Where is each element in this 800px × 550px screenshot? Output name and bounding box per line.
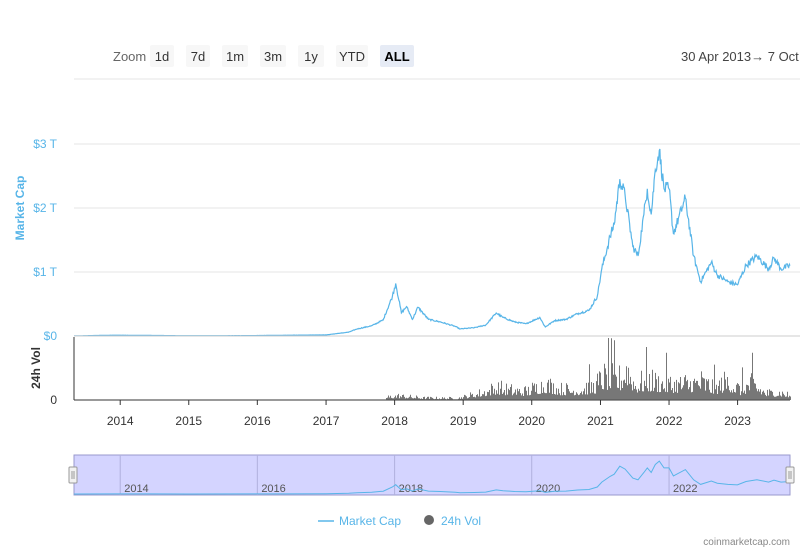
x-tick-label: 2017 — [313, 414, 340, 428]
navigator-tick-label: 2016 — [261, 483, 285, 495]
x-tick-label: 2016 — [244, 414, 271, 428]
zoom-button-label: 1y — [304, 49, 318, 64]
zoom-button-1m[interactable]: 1m — [222, 45, 248, 67]
x-tick-label: 2023 — [724, 414, 751, 428]
navigator-tick-label: 2018 — [399, 483, 423, 495]
navigator-series-line — [73, 460, 791, 495]
y-tick-label: $2 T — [33, 201, 57, 215]
navigator-tick-label: 2014 — [124, 483, 148, 495]
market-cap-legend-label: Market Cap — [339, 514, 401, 528]
zoom-button-label: 1m — [226, 49, 244, 64]
volume-legend-label: 24h Vol — [441, 514, 481, 528]
market-cap-series-line — [74, 148, 791, 337]
x-tick-label: 2014 — [107, 414, 134, 428]
navigator-tick-label: 2020 — [536, 483, 560, 495]
navigator-left-handle[interactable] — [68, 466, 78, 484]
zoom-button-ytd[interactable]: YTD — [336, 45, 368, 67]
x-tick-label: 2019 — [450, 414, 477, 428]
volume-series-bars — [386, 338, 791, 400]
zoom-button-group: 1d 7d 1m 3m 1y YTD ALL — [150, 45, 414, 67]
zoom-button-label: ALL — [384, 49, 409, 64]
market-cap-y-axis: $0 $1 T $2 T $3 T — [33, 137, 57, 343]
navigator-right-handle[interactable] — [785, 466, 795, 484]
navigator[interactable]: 2014 2016 2018 2020 2022 — [68, 454, 795, 496]
volume-y-tick-label: 0 — [50, 393, 57, 407]
zoom-button-1y[interactable]: 1y — [298, 45, 324, 67]
legend-item-24h-vol[interactable]: 24h Vol — [424, 514, 481, 528]
date-range-label: 30 Apr 2013→ 7 Oct — [681, 49, 799, 64]
market-cap-gridlines — [74, 143, 800, 273]
zoom-button-label: YTD — [339, 49, 365, 64]
zoom-label: Zoom — [113, 49, 146, 64]
x-tick-label: 2020 — [518, 414, 545, 428]
credit-label[interactable]: coinmarketcap.com — [703, 537, 790, 548]
zoom-button-all[interactable]: ALL — [380, 45, 414, 67]
navigator-axis: 2014 2016 2018 2020 2022 — [119, 455, 698, 495]
y-tick-label: $0 — [44, 329, 58, 343]
zoom-button-7d[interactable]: 7d — [186, 45, 210, 67]
zoom-button-label: 3m — [264, 49, 282, 64]
zoom-button-label: 1d — [155, 49, 169, 64]
x-tick-label: 2022 — [656, 414, 683, 428]
volume-legend-swatch — [424, 515, 434, 525]
market-cap-axis-title: Market Cap — [13, 176, 27, 241]
navigator-selected-range[interactable] — [73, 454, 791, 496]
volume-axis-title: 24h Vol — [29, 347, 43, 389]
y-tick-label: $1 T — [33, 265, 57, 279]
zoom-button-1d[interactable]: 1d — [150, 45, 174, 67]
navigator-tick-label: 2022 — [673, 483, 697, 495]
x-tick-label: 2018 — [381, 414, 408, 428]
legend-item-market-cap[interactable]: Market Cap — [318, 514, 401, 528]
zoom-button-label: 7d — [191, 49, 205, 64]
zoom-button-3m[interactable]: 3m — [260, 45, 286, 67]
x-tick-label: 2021 — [587, 414, 614, 428]
x-axis: 2014 2015 2016 2017 2018 2019 2020 2021 2022 2023 — [107, 400, 751, 428]
x-tick-label: 2015 — [175, 414, 202, 428]
y-tick-label: $3 T — [33, 137, 57, 151]
